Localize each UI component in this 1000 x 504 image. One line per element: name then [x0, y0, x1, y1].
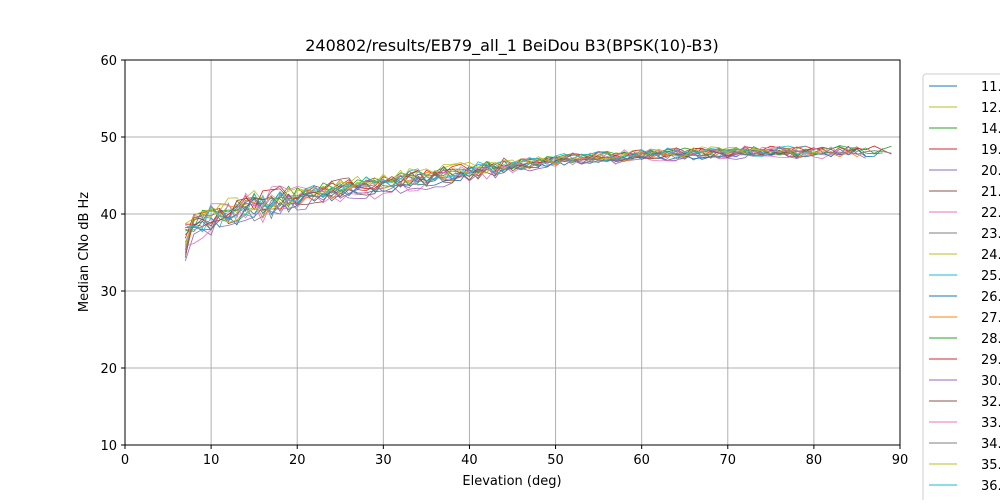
y-axis-label: Median CNo dB Hz — [77, 192, 92, 312]
x-axis-label: Elevation (deg) — [462, 474, 561, 489]
legend-label: 25.0 — [981, 269, 1000, 284]
legend-label: 20.0 — [981, 164, 1000, 179]
chart-title: 240802/results/EB79_all_1 BeiDou B3(BPSK… — [305, 36, 719, 56]
legend-label: 27.0 — [981, 311, 1000, 326]
legend-label: 22.0 — [981, 206, 1000, 221]
legend: 11.0 12.0 14.0 19.0 20.0 21.0 22.0 23.0 24.0 25.0… — [922, 73, 1000, 504]
x-tick-label: 80 — [806, 453, 823, 468]
legend-label: 21.0 — [981, 185, 1000, 200]
legend-label: 35.0 — [981, 458, 1000, 473]
y-tick-label: 60 — [100, 54, 117, 69]
legend-label: 24.0 — [981, 248, 1000, 263]
legend-label: 32.0 — [981, 395, 1000, 410]
x-tick-label: 0 — [121, 453, 129, 468]
legend-label: 28.0 — [981, 332, 1000, 347]
legend-label: 36.0 — [981, 479, 1000, 494]
x-axis-ticks: 0 10 20 30 40 50 60 70 80 90 — [121, 445, 908, 468]
legend-label: 26.0 — [981, 290, 1000, 305]
series-line-34.0 — [184, 148, 892, 243]
legend-label: 33.0 — [981, 416, 1000, 431]
legend-label: 23.0 — [981, 227, 1000, 242]
series-line-36.0 — [185, 145, 806, 229]
x-tick-label: 30 — [375, 453, 392, 468]
x-tick-label: 90 — [892, 453, 909, 468]
x-tick-label: 10 — [203, 453, 220, 468]
y-tick-label: 30 — [100, 285, 117, 300]
x-tick-label: 70 — [720, 453, 737, 468]
y-axis-ticks: 10 20 30 40 50 60 — [100, 54, 125, 454]
x-tick-label: 20 — [289, 453, 306, 468]
legend-label: 14.0 — [981, 122, 1000, 137]
y-tick-label: 40 — [100, 208, 117, 223]
y-tick-label: 50 — [100, 131, 117, 146]
legend-box — [922, 73, 1000, 504]
legend-label: 11.0 — [981, 80, 1000, 95]
legend-label: 30.0 — [981, 374, 1000, 389]
legend-label: 34.0 — [981, 437, 1000, 452]
x-tick-label: 60 — [633, 453, 650, 468]
series-layer — [184, 145, 892, 262]
y-tick-label: 10 — [100, 439, 117, 454]
x-tick-label: 40 — [461, 453, 478, 468]
legend-label: 12.0 — [981, 101, 1000, 116]
series-line-24.0 — [184, 145, 806, 248]
series-line-32.0 — [184, 148, 814, 258]
legend-label: 19.0 — [981, 143, 1000, 158]
x-tick-label: 50 — [547, 453, 564, 468]
legend-label: 29.0 — [981, 353, 1000, 368]
plot-frame — [124, 59, 901, 446]
y-tick-label: 20 — [100, 362, 117, 377]
